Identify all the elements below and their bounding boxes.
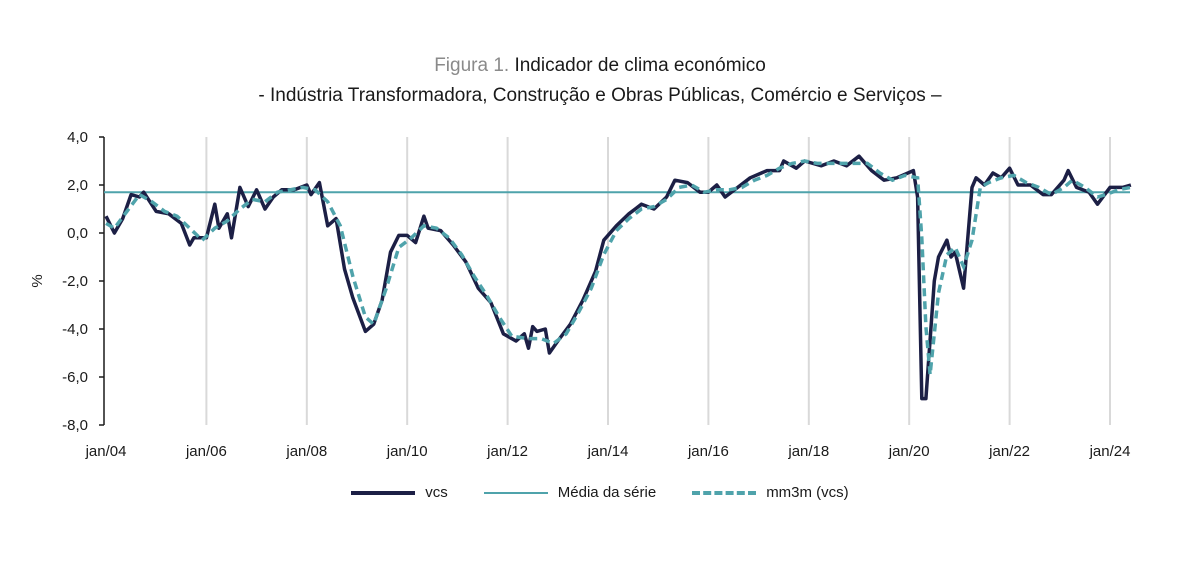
series-vcs-line bbox=[104, 154, 1132, 401]
x-tick-label: jan/20 bbox=[888, 443, 930, 460]
legend-swatch-mm3m bbox=[692, 490, 757, 495]
x-tick-label: jan/14 bbox=[587, 443, 629, 460]
x-tick-label: jan/04 bbox=[85, 443, 127, 460]
y-tick-label: 2,0 bbox=[67, 177, 88, 194]
x-tick-label: jan/24 bbox=[1089, 443, 1131, 460]
y-tick-label: 0,0 bbox=[67, 225, 88, 242]
series-mm3m-line bbox=[105, 159, 1132, 375]
chart-title-text: Indicador de clima económico bbox=[514, 55, 766, 76]
x-tick-label: jan/10 bbox=[386, 443, 428, 460]
legend-label-mean: Média da série bbox=[557, 484, 657, 501]
y-axis-label: % bbox=[29, 274, 46, 287]
y-tick-label: -4,0 bbox=[62, 321, 88, 338]
y-tick-label: 4,0 bbox=[67, 129, 88, 146]
x-tick-label: jan/08 bbox=[285, 443, 327, 460]
chart-subtitle: - Indústria Transformadora, Construção e… bbox=[258, 85, 942, 106]
legend: vcs Média da série mm3m (vcs) bbox=[0, 484, 1200, 501]
x-tick-label: jan/16 bbox=[687, 443, 729, 460]
legend-swatch-mean bbox=[483, 491, 548, 494]
x-tick-label: jan/18 bbox=[787, 443, 829, 460]
legend-swatch-vcs bbox=[351, 490, 416, 495]
legend-label-vcs: vcs bbox=[425, 484, 448, 501]
y-tick-label: -2,0 bbox=[62, 273, 88, 290]
x-tick-label: jan/06 bbox=[185, 443, 227, 460]
legend-label-mm3m: mm3m (vcs) bbox=[766, 484, 849, 501]
legend-item-mm3m: mm3m (vcs) bbox=[692, 484, 849, 501]
legend-item-vcs: vcs bbox=[351, 484, 448, 501]
y-tick-label: -8,0 bbox=[62, 417, 88, 434]
x-tick-label: jan/22 bbox=[988, 443, 1030, 460]
x-tick-label: jan/12 bbox=[486, 443, 528, 460]
chart-title: Figura 1. Indicador de clima económico bbox=[0, 54, 1200, 78]
figure-number: Figura 1. bbox=[434, 55, 510, 76]
legend-item-mean: Média da série bbox=[483, 484, 657, 501]
y-tick-label: -6,0 bbox=[62, 369, 88, 386]
